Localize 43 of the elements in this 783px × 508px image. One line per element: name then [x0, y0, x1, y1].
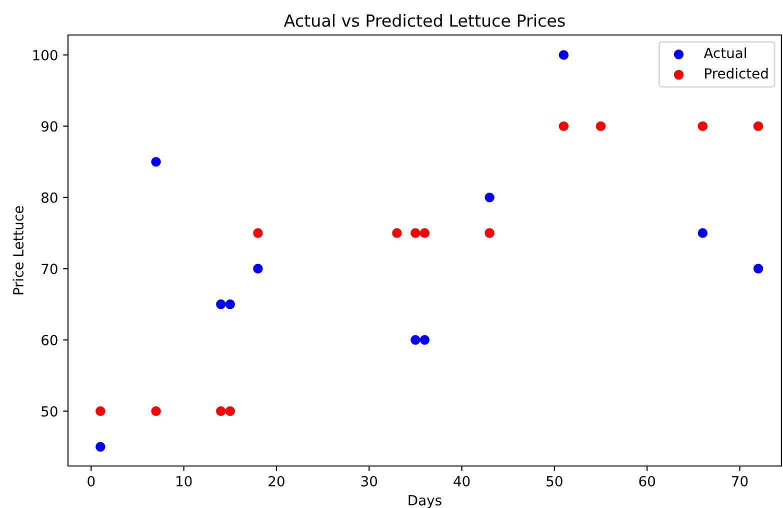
point — [558, 50, 569, 60]
y-tick-label: 90 — [41, 121, 58, 132]
x-tick-label: 30 — [361, 476, 378, 486]
point — [225, 299, 236, 310]
point — [392, 228, 402, 238]
y-axis-title: Price Lettuce — [12, 206, 24, 294]
point — [558, 121, 569, 132]
chart-title: Actual vs Predicted Lettuce Prices — [284, 14, 565, 27]
point — [484, 228, 494, 238]
point — [698, 228, 708, 238]
y-tick-label: 80 — [42, 192, 58, 203]
point — [410, 335, 420, 345]
point — [216, 406, 226, 416]
x-tick-label: 70 — [732, 476, 748, 486]
point — [753, 264, 764, 274]
point — [420, 335, 430, 345]
point — [96, 406, 106, 416]
point — [596, 121, 606, 132]
y-tick-label: 50 — [42, 406, 58, 417]
point — [410, 228, 420, 238]
x-tick-label: 0 — [88, 476, 95, 486]
y-tick-label: 60 — [42, 334, 58, 346]
point — [420, 228, 430, 238]
point — [253, 264, 263, 274]
x-tick-label: 60 — [639, 476, 655, 486]
point — [484, 192, 494, 202]
point — [151, 156, 161, 167]
x-tick-label: 10 — [176, 476, 192, 486]
y-tick-label: 100 — [33, 50, 58, 60]
point — [225, 406, 236, 416]
point — [753, 121, 764, 132]
y-tick-label: 70 — [42, 264, 58, 274]
point — [151, 406, 161, 416]
legend-label: Actual — [704, 48, 746, 58]
legend-label: Predicted — [705, 68, 768, 79]
x-axis-title: Days — [408, 495, 442, 508]
x-tick-label: 20 — [268, 476, 284, 486]
point — [216, 299, 226, 310]
point — [96, 442, 106, 452]
point — [253, 228, 263, 238]
x-tick-label: 50 — [546, 476, 562, 486]
point — [698, 121, 708, 132]
x-tick-label: 40 — [454, 476, 470, 486]
